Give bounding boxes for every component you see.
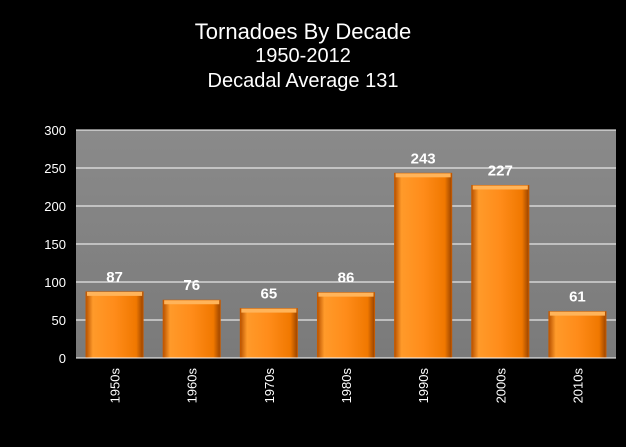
chart-subtitle-average: Decadal Average 131 — [208, 70, 399, 92]
data-label: 243 — [411, 150, 436, 167]
x-tick-label: 1970s — [262, 368, 277, 404]
y-tick-label: 300 — [44, 123, 66, 138]
y-tick-label: 0 — [59, 351, 66, 366]
y-tick-label: 250 — [44, 161, 66, 176]
y-axis-ticks: 0 50 100 150 200 250 300 — [44, 123, 66, 366]
data-label: 76 — [183, 277, 200, 294]
y-tick-label: 150 — [44, 237, 66, 252]
bar-1980s — [316, 292, 376, 359]
bar-highlight — [87, 291, 143, 296]
data-label: 227 — [488, 162, 513, 179]
data-label: 86 — [338, 270, 355, 287]
x-axis-ticks: 1950s 1960s 1970s 1980s 1990s 2000s 2010s — [108, 368, 586, 404]
bar-1970s — [239, 308, 298, 359]
bar-highlight — [164, 300, 220, 305]
bar-highlight — [241, 308, 297, 313]
x-tick-label: 1980s — [339, 368, 354, 404]
chart-title: Tornadoes By Decade — [195, 19, 411, 44]
bar-1990s — [394, 172, 453, 359]
bar-highlight — [395, 173, 451, 178]
data-label: 65 — [261, 286, 278, 303]
bar-highlight — [549, 311, 605, 316]
bar-highlight — [472, 185, 528, 190]
y-tick-label: 50 — [52, 313, 66, 328]
bars — [85, 172, 607, 359]
bar-1950s — [85, 291, 144, 359]
x-tick-label: 1950s — [108, 368, 123, 404]
x-tick-label: 2010s — [570, 368, 585, 404]
bar-1960s — [162, 299, 221, 359]
y-tick-label: 200 — [44, 199, 66, 214]
data-label: 87 — [106, 269, 123, 286]
bar-highlight — [318, 292, 374, 297]
bar-2000s — [471, 184, 530, 359]
data-label: 61 — [569, 289, 586, 306]
x-tick-label: 1990s — [416, 368, 431, 404]
x-tick-label: 2000s — [493, 368, 508, 404]
y-tick-label: 100 — [44, 275, 66, 290]
bar-2010s — [548, 311, 607, 359]
data-labels: 87 76 65 86 243 227 61 — [106, 150, 586, 305]
x-tick-label: 1960s — [185, 368, 200, 404]
chart-subtitle: 1950-2012 — [255, 45, 351, 67]
